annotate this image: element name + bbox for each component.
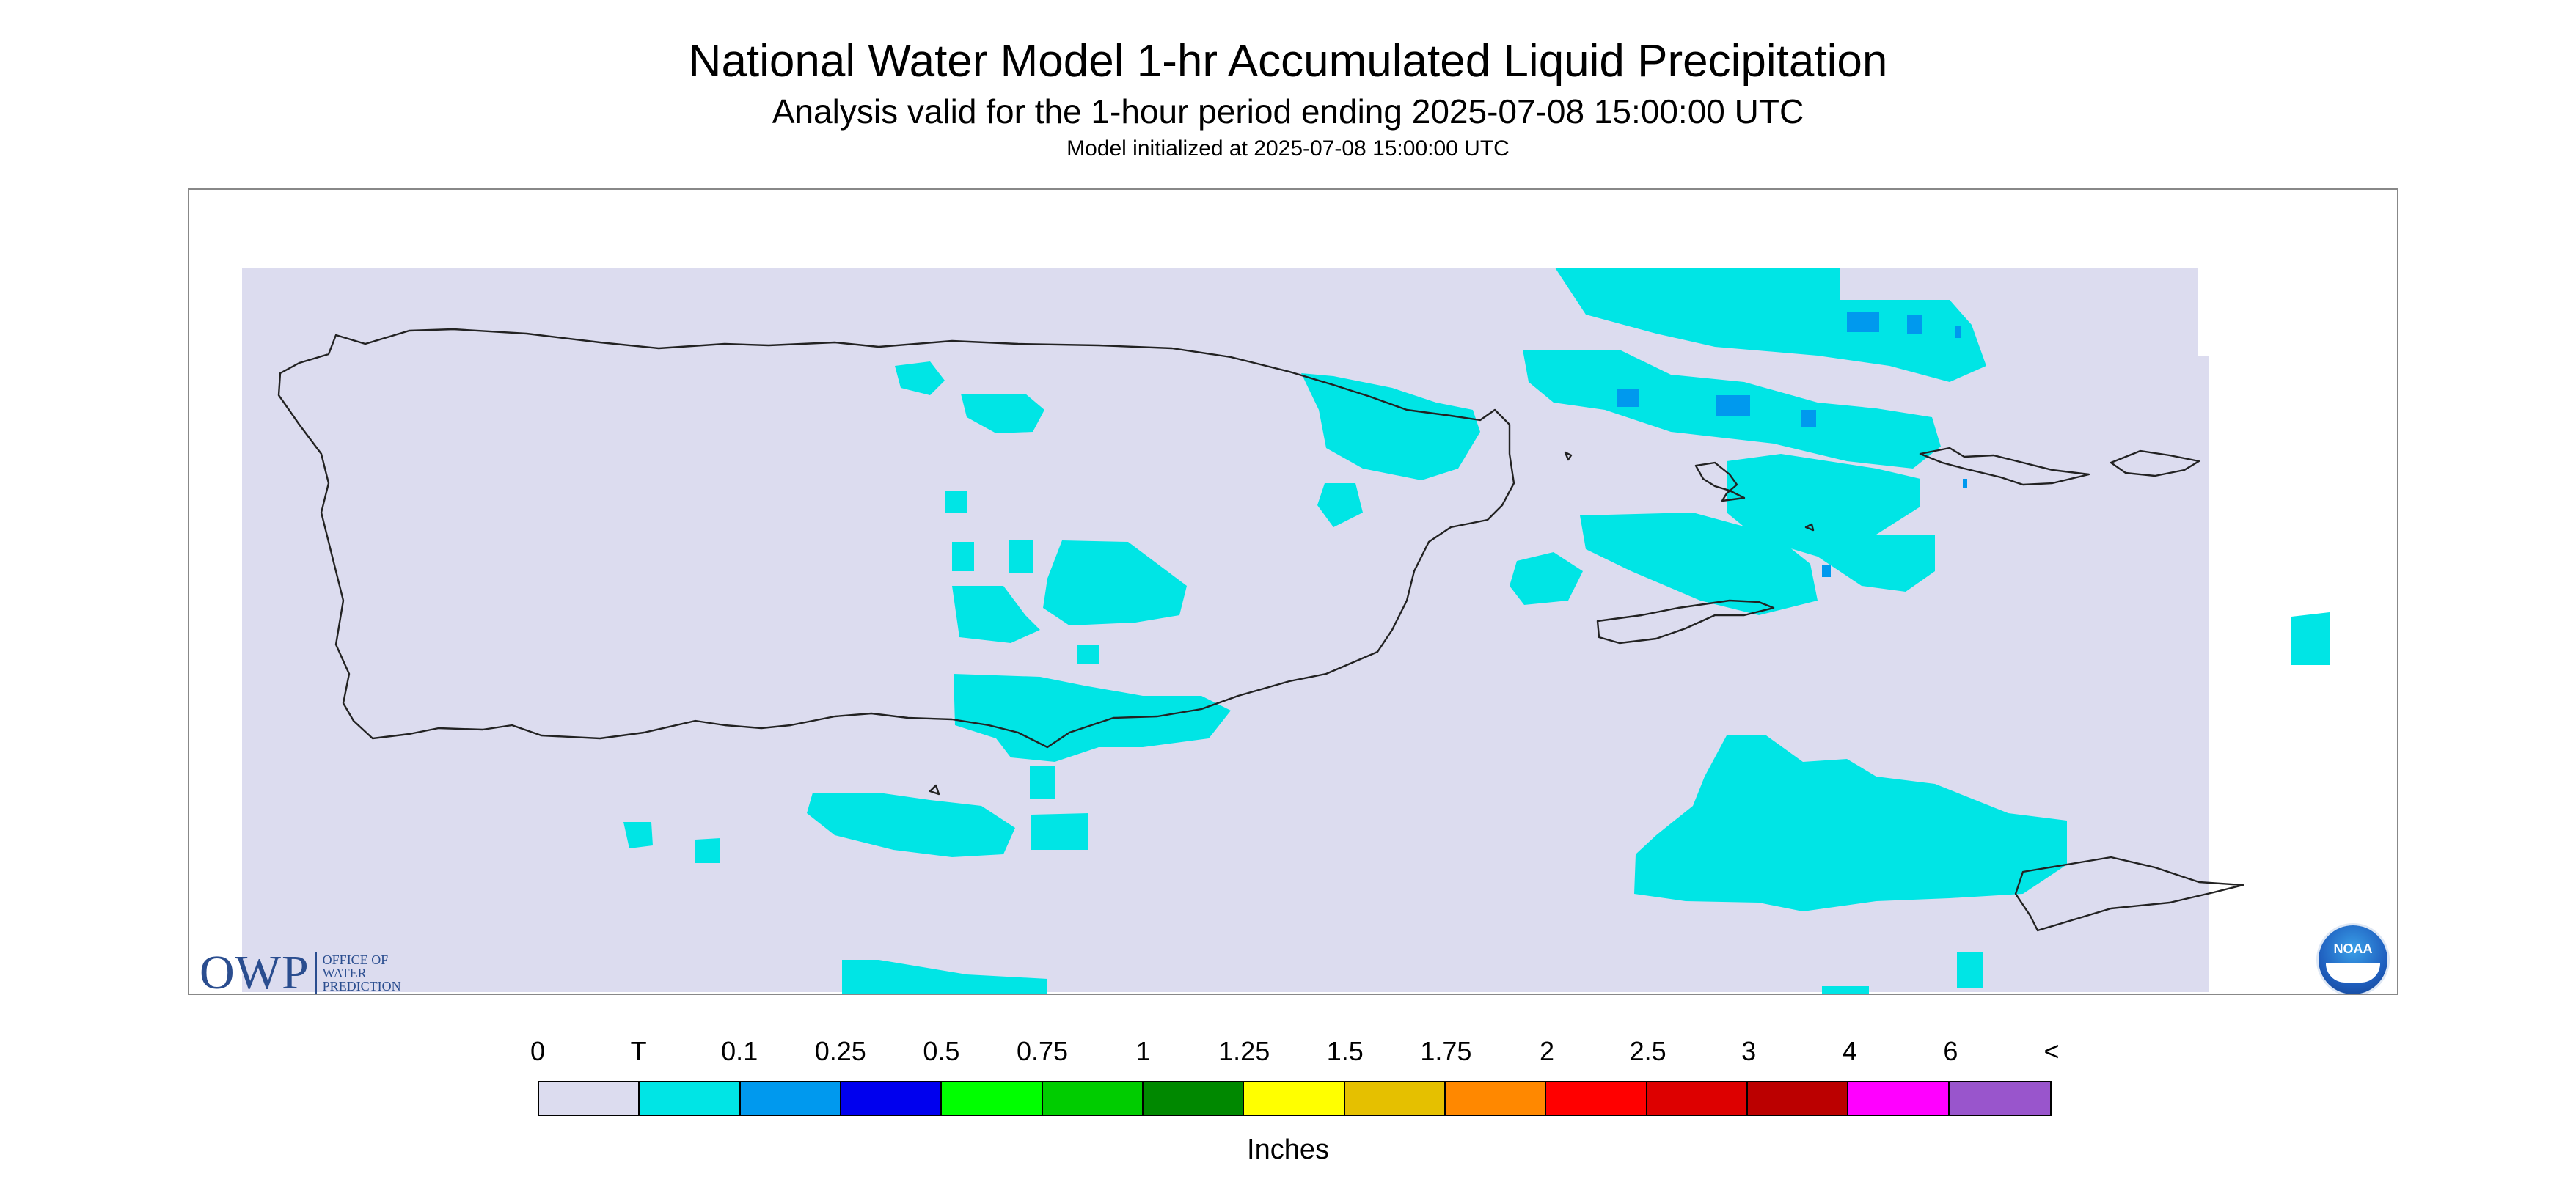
precip-cell-east-3 bbox=[1317, 483, 1363, 527]
precip-cell-south-3 bbox=[1031, 813, 1088, 850]
owp-logo-line-3: PREDICTION bbox=[322, 979, 401, 994]
legend-tick-label: 0.75 bbox=[1016, 1036, 1069, 1066]
coastline-desecheo bbox=[929, 784, 940, 796]
precip-cell-central-7 bbox=[952, 586, 1040, 643]
legend-tick-label: < bbox=[2043, 1036, 2060, 1066]
legend-tick-label: 2 bbox=[1539, 1036, 1555, 1066]
precip-light-spot-2 bbox=[1907, 315, 1922, 334]
owp-logo-divider bbox=[315, 952, 317, 994]
legend-tick-label: 0.25 bbox=[814, 1036, 866, 1066]
precip-cell-se-4 bbox=[1822, 986, 1869, 994]
legend-swatch bbox=[1546, 1082, 1647, 1115]
legend-swatch bbox=[1647, 1082, 1748, 1115]
precip-light-spot-1 bbox=[1847, 312, 1879, 332]
precip-cell-central-8 bbox=[1077, 645, 1099, 664]
coastline-small-island-1 bbox=[1564, 451, 1573, 461]
precip-cell-east-1 bbox=[1580, 513, 1818, 615]
coastline-vieques bbox=[1596, 599, 1775, 645]
precip-cell-central-6 bbox=[1043, 540, 1187, 625]
precip-cell-se-1 bbox=[1634, 735, 2067, 911]
owp-logo-line-1: OFFICE OF bbox=[322, 952, 389, 967]
coastline-puerto-rico bbox=[277, 328, 1515, 749]
legend-tick-label: 1.75 bbox=[1420, 1036, 1472, 1066]
legend-tick-label: 4 bbox=[1842, 1036, 1857, 1066]
precip-light-spot-6 bbox=[1801, 410, 1816, 427]
legend-tick-label: T bbox=[630, 1036, 647, 1066]
precip-light-spot-7 bbox=[1822, 565, 1831, 577]
precip-cell-central-5 bbox=[1009, 540, 1033, 573]
precip-cell-central-1 bbox=[895, 361, 945, 395]
legend-tick-label: 0.5 bbox=[923, 1036, 960, 1066]
legend-swatch bbox=[1143, 1082, 1245, 1115]
legend-swatch bbox=[1344, 1082, 1446, 1115]
map-title: National Water Model 1-hr Accumulated Li… bbox=[688, 36, 1888, 87]
precip-cell-ne-3 bbox=[1727, 454, 1935, 592]
noaa-logo: NOAA bbox=[2316, 923, 2390, 994]
precip-light-spot-8 bbox=[1963, 479, 1967, 488]
legend-tick-label: 0.1 bbox=[721, 1036, 758, 1066]
precip-cell-east-edge bbox=[2291, 612, 2330, 665]
coastline-tortola bbox=[2110, 449, 2200, 477]
legend-tick-label: 2.5 bbox=[1629, 1036, 1666, 1066]
legend-tick-label: 1.25 bbox=[1218, 1036, 1270, 1066]
precip-cell-south-4 bbox=[807, 793, 1015, 857]
precip-light-spot-4 bbox=[1617, 389, 1639, 407]
legend-swatch bbox=[1848, 1082, 1950, 1115]
coastline-st-thomas-st-john bbox=[1919, 447, 2090, 486]
noaa-logo-wave bbox=[2326, 963, 2380, 983]
precip-light-spot-3 bbox=[1955, 326, 1961, 338]
precip-cell-central-3 bbox=[945, 491, 967, 513]
coastline-small-island-2 bbox=[1804, 523, 1815, 532]
precipitation-map: OWP OFFICE OF WATER PREDICTION NOAA bbox=[188, 188, 2398, 995]
precip-trace-areas bbox=[623, 268, 2330, 994]
precip-cell-ne-1 bbox=[1555, 268, 1986, 382]
precip-cell-se-3 bbox=[1957, 952, 1983, 988]
precip-cell-south-2 bbox=[1030, 766, 1055, 799]
legend-swatch bbox=[1747, 1082, 1849, 1115]
legend-tick-label: 1 bbox=[1135, 1036, 1151, 1066]
legend-swatch bbox=[740, 1082, 841, 1115]
coastline-culebra bbox=[1694, 461, 1746, 502]
precip-cell-central-4 bbox=[952, 542, 974, 571]
precip-cell-south-5 bbox=[623, 822, 653, 848]
coastlines bbox=[277, 328, 2244, 932]
owp-logo-subtext: OFFICE OF WATER PREDICTION bbox=[323, 953, 401, 993]
legend-tick-label: 3 bbox=[1741, 1036, 1757, 1066]
legend-swatch bbox=[1949, 1082, 2050, 1115]
legend-swatch bbox=[841, 1082, 943, 1115]
legend-colorbar bbox=[538, 1081, 2052, 1116]
map-margin-bottom bbox=[189, 992, 2397, 994]
legend-tick-label: 6 bbox=[1943, 1036, 1958, 1066]
precip-cell-central-2 bbox=[961, 394, 1044, 433]
precip-cell-south-7 bbox=[842, 960, 1047, 994]
legend-swatch bbox=[640, 1082, 741, 1115]
legend-swatch bbox=[1445, 1082, 1547, 1115]
model-init-time: Model initialized at 2025-07-08 15:00:00… bbox=[1066, 136, 1510, 161]
precip-cell-south-1 bbox=[954, 674, 1231, 762]
coastline-st-croix bbox=[2014, 856, 2244, 932]
map-canvas bbox=[189, 268, 2397, 994]
noaa-logo-text: NOAA bbox=[2333, 941, 2373, 956]
legend-swatch bbox=[539, 1082, 640, 1115]
precip-cell-east-2 bbox=[1301, 373, 1480, 480]
precip-cell-south-6 bbox=[695, 838, 720, 863]
owp-logo: OWP OFFICE OF WATER PREDICTION bbox=[200, 945, 401, 995]
owp-logo-line-2: WATER bbox=[322, 966, 367, 980]
legend-units: Inches bbox=[1247, 1134, 1329, 1165]
legend-swatch bbox=[1042, 1082, 1144, 1115]
legend-tick-label: 0 bbox=[530, 1036, 546, 1066]
precip-cell-se-2 bbox=[1910, 796, 1942, 819]
legend-swatch bbox=[1244, 1082, 1345, 1115]
legend-swatch bbox=[942, 1082, 1043, 1115]
precip-cell-central-9 bbox=[1510, 552, 1583, 605]
map-subtitle: Analysis valid for the 1-hour period end… bbox=[772, 92, 1804, 131]
precip-light-spot-5 bbox=[1716, 395, 1750, 416]
legend-tick-label: 1.5 bbox=[1326, 1036, 1364, 1066]
precip-light-areas bbox=[1617, 312, 1967, 577]
owp-logo-text: OWP bbox=[200, 946, 310, 995]
